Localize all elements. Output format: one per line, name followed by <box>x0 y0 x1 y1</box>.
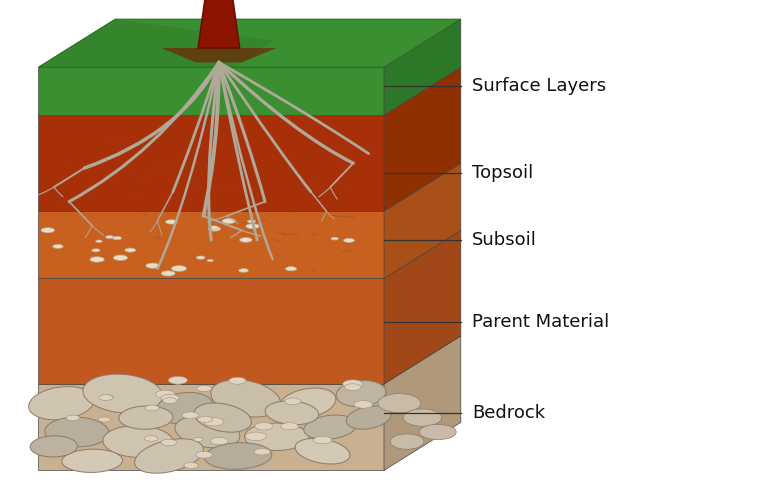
Ellipse shape <box>403 409 442 426</box>
Ellipse shape <box>247 220 256 223</box>
Text: Bedrock: Bedrock <box>472 404 545 422</box>
Ellipse shape <box>125 248 136 252</box>
Ellipse shape <box>171 265 187 271</box>
Ellipse shape <box>286 267 296 271</box>
Polygon shape <box>198 0 240 48</box>
Polygon shape <box>384 19 461 115</box>
Ellipse shape <box>146 263 160 268</box>
Ellipse shape <box>155 390 175 398</box>
Ellipse shape <box>222 218 236 224</box>
Ellipse shape <box>161 271 175 276</box>
Ellipse shape <box>175 416 240 448</box>
Ellipse shape <box>378 394 421 413</box>
Ellipse shape <box>103 426 174 457</box>
Ellipse shape <box>161 395 179 402</box>
Ellipse shape <box>194 437 203 442</box>
Ellipse shape <box>197 256 205 259</box>
Ellipse shape <box>163 398 177 404</box>
Ellipse shape <box>210 437 228 445</box>
Ellipse shape <box>304 415 356 439</box>
Polygon shape <box>384 163 461 278</box>
Ellipse shape <box>313 436 332 444</box>
Polygon shape <box>38 19 461 67</box>
Ellipse shape <box>281 423 299 430</box>
Ellipse shape <box>114 255 127 261</box>
Ellipse shape <box>156 392 213 424</box>
Ellipse shape <box>102 395 114 399</box>
Ellipse shape <box>45 417 109 447</box>
Ellipse shape <box>419 424 456 440</box>
Ellipse shape <box>196 452 212 458</box>
Ellipse shape <box>246 224 259 228</box>
Ellipse shape <box>53 244 63 248</box>
Ellipse shape <box>96 240 102 242</box>
Ellipse shape <box>390 434 424 449</box>
Polygon shape <box>38 278 384 384</box>
Ellipse shape <box>211 380 280 417</box>
Ellipse shape <box>344 384 361 391</box>
Ellipse shape <box>343 380 362 388</box>
Polygon shape <box>38 115 384 211</box>
Ellipse shape <box>99 395 113 400</box>
Polygon shape <box>384 336 461 470</box>
Text: Parent Material: Parent Material <box>472 312 610 331</box>
Ellipse shape <box>254 448 270 455</box>
Ellipse shape <box>285 398 301 405</box>
Ellipse shape <box>354 401 372 408</box>
Ellipse shape <box>336 381 386 407</box>
Ellipse shape <box>331 237 339 240</box>
Ellipse shape <box>161 439 177 445</box>
Polygon shape <box>38 19 275 67</box>
Ellipse shape <box>229 377 246 384</box>
Ellipse shape <box>182 412 199 419</box>
Ellipse shape <box>208 227 220 231</box>
Ellipse shape <box>198 417 213 422</box>
Ellipse shape <box>207 259 214 262</box>
Ellipse shape <box>174 380 183 384</box>
Ellipse shape <box>295 438 350 464</box>
Ellipse shape <box>30 436 78 457</box>
Ellipse shape <box>168 376 187 384</box>
Ellipse shape <box>66 415 80 420</box>
Ellipse shape <box>166 220 177 224</box>
Ellipse shape <box>91 249 100 252</box>
Ellipse shape <box>134 439 204 473</box>
Polygon shape <box>38 67 384 115</box>
Ellipse shape <box>240 238 252 242</box>
Ellipse shape <box>113 237 121 240</box>
Polygon shape <box>38 211 384 278</box>
Ellipse shape <box>28 386 94 420</box>
Ellipse shape <box>90 257 104 262</box>
Polygon shape <box>38 384 384 470</box>
Ellipse shape <box>144 436 158 441</box>
Ellipse shape <box>204 418 223 426</box>
Ellipse shape <box>279 388 336 419</box>
Polygon shape <box>161 48 276 62</box>
Text: Surface Layers: Surface Layers <box>472 77 607 96</box>
Ellipse shape <box>194 403 251 432</box>
Ellipse shape <box>239 269 249 272</box>
Text: Topsoil: Topsoil <box>472 164 534 182</box>
Text: Subsoil: Subsoil <box>472 231 537 249</box>
Ellipse shape <box>144 405 159 411</box>
Ellipse shape <box>246 432 266 441</box>
Ellipse shape <box>346 406 391 429</box>
Ellipse shape <box>244 423 309 451</box>
Ellipse shape <box>265 401 319 425</box>
Ellipse shape <box>106 236 114 239</box>
Ellipse shape <box>83 374 163 413</box>
Ellipse shape <box>184 463 198 468</box>
Ellipse shape <box>204 443 272 469</box>
Ellipse shape <box>119 406 173 429</box>
Polygon shape <box>384 67 461 211</box>
Ellipse shape <box>255 422 273 430</box>
Ellipse shape <box>343 239 354 242</box>
Ellipse shape <box>61 449 123 472</box>
Polygon shape <box>384 230 461 384</box>
Ellipse shape <box>98 417 111 422</box>
Ellipse shape <box>41 228 55 233</box>
Ellipse shape <box>197 385 212 392</box>
Ellipse shape <box>209 226 219 229</box>
